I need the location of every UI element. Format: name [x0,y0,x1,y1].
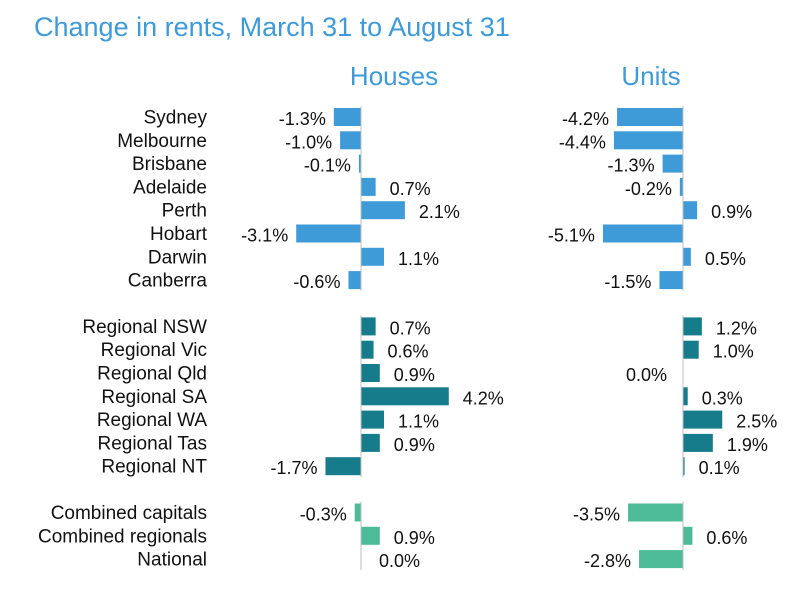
panel-title-units: Units [621,61,680,91]
houses-bar-combined-capitals [354,503,361,522]
category-label-regional-vic: Regional Vic [101,340,207,361]
units-value-darwin: 0.5% [705,249,746,269]
units-value-regional-wa: 2.5% [736,412,777,432]
units-value-sydney: -4.2% [562,109,609,129]
houses-bar-darwin [361,247,384,266]
units-bar-regional-nsw [683,317,702,336]
chart-title: Change in rents, March 31 to August 31 [34,12,510,42]
houses-value-canberra: -0.6% [293,272,340,292]
units-bar-regional-sa [683,387,688,406]
houses-value-brisbane: -0.1% [304,156,351,176]
units-bar-hobart [602,224,683,243]
category-label-regional-sa: Regional SA [101,387,207,408]
category-label-regional-nsw: Regional NSW [82,317,207,338]
houses-bar-combined-regionals [361,526,380,545]
houses-value-hobart: -3.1% [241,226,288,246]
units-bar-combined-regionals [683,526,693,545]
houses-value-combined-capitals: -0.3% [300,505,347,525]
units-value-regional-nt: 0.1% [699,458,740,478]
category-label-canberra: Canberra [128,271,208,292]
units-bar-brisbane [662,154,683,173]
houses-bar-regional-nsw [361,317,376,336]
units-value-combined-capitals: -3.5% [573,505,620,525]
houses-bar-regional-vic [361,340,374,359]
category-label-regional-wa: Regional WA [97,410,208,431]
units-bar-melbourne [613,131,683,150]
houses-value-perth: 2.1% [419,202,460,222]
category-label-combined-capitals: Combined capitals [51,503,207,524]
units-bar-regional-tas [683,433,713,452]
houses-value-regional-nt: -1.7% [270,458,317,478]
houses-value-regional-nsw: 0.7% [390,318,431,338]
units-value-regional-tas: 1.9% [727,435,768,455]
units-bar-sydney [617,108,683,126]
units-value-regional-sa: 0.3% [702,388,743,408]
category-label-combined-regionals: Combined regionals [38,526,207,547]
houses-value-regional-wa: 1.1% [398,412,439,432]
category-label-regional-nt: Regional NT [101,457,207,478]
houses-bar-regional-qld [361,364,380,382]
category-label-sydney: Sydney [144,108,208,129]
houses-bar-regional-nt [325,457,361,476]
houses-bar-melbourne [340,131,361,150]
units-bar-regional-nt [683,457,685,476]
houses-value-regional-qld: 0.9% [394,365,435,385]
category-label-regional-tas: Regional Tas [97,433,207,454]
units-value-brisbane: -1.3% [608,156,655,176]
houses-bar-hobart [296,224,361,243]
houses-value-sydney: -1.3% [279,109,326,129]
houses-value-melbourne: -1.0% [285,132,332,152]
category-label-national: National [137,550,207,571]
units-bar-regional-wa [683,410,723,429]
houses-value-combined-regionals: 0.9% [394,528,435,548]
units-value-melbourne: -4.4% [559,132,606,152]
houses-bar-canberra [348,271,361,290]
houses-bar-regional-wa [361,410,384,429]
houses-bar-regional-tas [361,433,380,452]
houses-bar-regional-sa [361,387,449,406]
units-value-regional-vic: 1.0% [713,342,754,362]
units-bar-national [639,550,683,569]
category-label-regional-qld: Regional Qld [97,364,207,385]
units-value-adelaide: -0.2% [625,179,672,199]
houses-value-regional-vic: 0.6% [388,342,429,362]
category-label-hobart: Hobart [150,224,208,245]
units-value-hobart: -5.1% [548,226,595,246]
category-label-brisbane: Brisbane [132,154,207,175]
houses-value-national: 0.0% [379,551,420,571]
units-value-regional-qld: 0.0% [626,365,667,385]
units-value-national: -2.8% [584,551,631,571]
units-value-combined-regionals: 0.6% [706,528,747,548]
units-bar-canberra [659,271,683,290]
houses-bar-perth [361,201,405,220]
houses-value-adelaide: 0.7% [390,179,431,199]
houses-bar-sydney [333,108,361,126]
houses-bar-brisbane [358,154,361,173]
category-label-perth: Perth [162,201,207,222]
houses-value-regional-sa: 4.2% [463,388,504,408]
units-bar-combined-capitals [628,503,683,522]
units-bar-adelaide [679,177,683,196]
units-bar-regional-vic [683,340,699,359]
panel-title-houses: Houses [350,61,438,91]
units-value-regional-nsw: 1.2% [716,318,757,338]
units-value-perth: 0.9% [711,202,752,222]
units-bar-darwin [683,247,691,266]
houses-bar-adelaide [361,177,376,196]
category-label-adelaide: Adelaide [133,177,207,198]
category-label-melbourne: Melbourne [117,131,207,152]
units-bar-perth [683,201,698,220]
houses-value-regional-tas: 0.9% [394,435,435,455]
category-label-darwin: Darwin [148,247,207,268]
units-value-canberra: -1.5% [604,272,651,292]
houses-value-darwin: 1.1% [398,249,439,269]
